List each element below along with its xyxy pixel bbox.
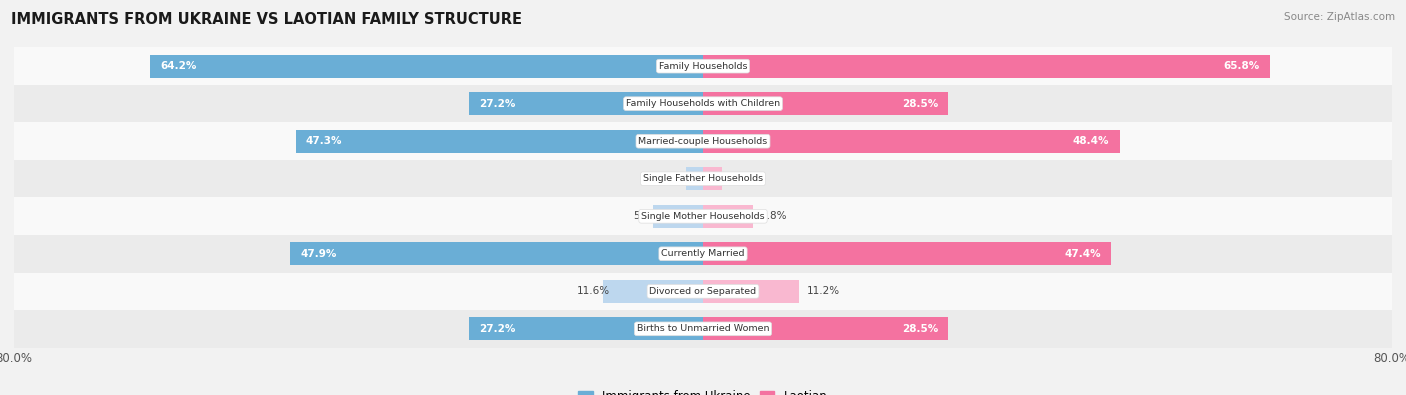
- Text: Source: ZipAtlas.com: Source: ZipAtlas.com: [1284, 12, 1395, 22]
- Bar: [14, 160, 1392, 198]
- Text: IMMIGRANTS FROM UKRAINE VS LAOTIAN FAMILY STRUCTURE: IMMIGRANTS FROM UKRAINE VS LAOTIAN FAMIL…: [11, 12, 522, 27]
- Text: 27.2%: 27.2%: [479, 99, 516, 109]
- Bar: [14, 85, 1392, 122]
- Text: 5.8%: 5.8%: [634, 211, 659, 221]
- Text: Family Households with Children: Family Households with Children: [626, 99, 780, 108]
- Bar: [703, 317, 949, 340]
- Text: 11.6%: 11.6%: [576, 286, 610, 296]
- Text: Single Mother Households: Single Mother Households: [641, 212, 765, 221]
- Bar: [14, 273, 1392, 310]
- Bar: [703, 92, 949, 115]
- Text: 48.4%: 48.4%: [1073, 136, 1109, 146]
- Bar: [295, 130, 703, 153]
- Bar: [14, 122, 1392, 160]
- Bar: [703, 280, 800, 303]
- Text: 64.2%: 64.2%: [160, 61, 197, 71]
- Text: 47.9%: 47.9%: [301, 249, 337, 259]
- Text: Births to Unmarried Women: Births to Unmarried Women: [637, 324, 769, 333]
- Text: Single Father Households: Single Father Households: [643, 174, 763, 183]
- Bar: [703, 242, 1111, 265]
- Text: 28.5%: 28.5%: [901, 324, 938, 334]
- Bar: [14, 310, 1392, 348]
- Text: Family Households: Family Households: [659, 62, 747, 71]
- Bar: [703, 205, 754, 228]
- Bar: [14, 47, 1392, 85]
- Bar: [703, 167, 721, 190]
- Text: 65.8%: 65.8%: [1223, 61, 1260, 71]
- Bar: [14, 198, 1392, 235]
- Text: Divorced or Separated: Divorced or Separated: [650, 287, 756, 296]
- Bar: [686, 167, 703, 190]
- Bar: [468, 317, 703, 340]
- Bar: [468, 92, 703, 115]
- Text: Married-couple Households: Married-couple Households: [638, 137, 768, 146]
- Bar: [14, 235, 1392, 273]
- Text: 5.8%: 5.8%: [759, 211, 786, 221]
- Bar: [652, 205, 703, 228]
- Bar: [150, 55, 703, 78]
- Text: 47.3%: 47.3%: [307, 136, 343, 146]
- Text: 2.2%: 2.2%: [728, 174, 755, 184]
- Bar: [603, 280, 703, 303]
- Bar: [703, 130, 1119, 153]
- Text: 47.4%: 47.4%: [1064, 249, 1101, 259]
- Bar: [703, 55, 1270, 78]
- Text: 27.2%: 27.2%: [479, 324, 516, 334]
- Text: Currently Married: Currently Married: [661, 249, 745, 258]
- Legend: Immigrants from Ukraine, Laotian: Immigrants from Ukraine, Laotian: [574, 385, 832, 395]
- Text: 11.2%: 11.2%: [807, 286, 839, 296]
- Bar: [291, 242, 703, 265]
- Text: 28.5%: 28.5%: [901, 99, 938, 109]
- Text: 2.0%: 2.0%: [666, 174, 693, 184]
